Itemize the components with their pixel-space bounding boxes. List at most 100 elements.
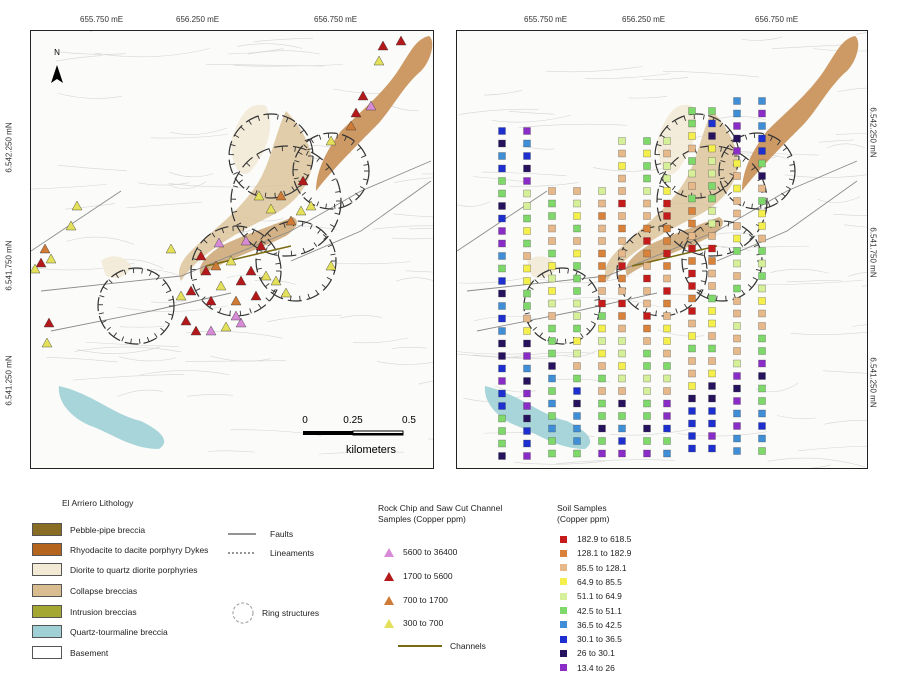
contour-line bbox=[55, 55, 103, 62]
soil-sample-marker bbox=[708, 382, 716, 390]
soil-sample-marker bbox=[598, 187, 606, 195]
ring-tick bbox=[299, 129, 305, 134]
soil-sample-marker bbox=[643, 324, 651, 333]
soil-range-label: 36.5 to 42.5 bbox=[577, 619, 622, 630]
rock-chip-marker bbox=[253, 190, 265, 201]
soil-sample-marker bbox=[523, 452, 531, 460]
lithology-legend-item: Basement bbox=[32, 646, 108, 659]
ring-tick bbox=[307, 148, 313, 151]
contour-line bbox=[388, 104, 419, 111]
ring-tick bbox=[313, 242, 318, 247]
ring-tick bbox=[700, 226, 704, 232]
ring-tick bbox=[164, 321, 170, 325]
ring-tick bbox=[627, 296, 632, 301]
soil-sample-marker bbox=[733, 322, 741, 330]
contour-line bbox=[657, 329, 705, 337]
soil-sample-marker bbox=[548, 374, 556, 383]
soil-sample-marker bbox=[733, 397, 741, 405]
rock-chip-marker bbox=[275, 190, 287, 201]
soil-sample-marker bbox=[548, 287, 556, 295]
soil-sample-marker bbox=[598, 362, 606, 370]
channels-legend-item: Channels bbox=[398, 641, 486, 651]
contour-line bbox=[836, 133, 867, 135]
contour-line bbox=[65, 203, 116, 210]
rock-chip-marker bbox=[240, 235, 252, 246]
ring-tick bbox=[674, 120, 678, 125]
soil-sample-marker bbox=[618, 424, 626, 433]
contour-line bbox=[753, 279, 864, 285]
ring-tick bbox=[303, 144, 308, 149]
soil-sample-marker bbox=[598, 437, 606, 445]
lithology-swatch bbox=[32, 605, 62, 618]
soil-sample-marker bbox=[498, 127, 506, 135]
ring-tick bbox=[276, 114, 279, 120]
soil-sample-marker bbox=[758, 259, 766, 268]
soil-sample-marker bbox=[733, 247, 741, 255]
lithology-label: Diorite to quartz diorite porphyries bbox=[70, 564, 198, 575]
contour-line bbox=[790, 331, 867, 335]
northing-label: 6.541.750 mN bbox=[868, 227, 878, 278]
lineaments-label: Lineaments bbox=[270, 548, 314, 558]
soil-sample-marker bbox=[618, 249, 626, 258]
ring-tick bbox=[268, 148, 271, 154]
ring-tick bbox=[275, 262, 281, 265]
soil-sample-marker bbox=[548, 224, 556, 233]
ring-tick bbox=[719, 122, 724, 128]
rock-chip-marker bbox=[220, 321, 232, 332]
square-marker-icon bbox=[560, 607, 567, 614]
lithology-swatch bbox=[32, 646, 62, 659]
ring-tick bbox=[316, 157, 321, 162]
ring-tick bbox=[233, 171, 238, 175]
easting-label: 656.250 mE bbox=[622, 15, 666, 24]
soil-sample-marker bbox=[573, 187, 581, 195]
ring-tick bbox=[580, 333, 584, 338]
ring-tick bbox=[656, 143, 662, 147]
contour-line bbox=[46, 356, 118, 363]
rock-chip-legend-item: 1700 to 5600 bbox=[384, 571, 453, 581]
soil-sample-marker bbox=[733, 197, 741, 205]
soil-sample-marker bbox=[663, 387, 671, 395]
soil-sample-marker bbox=[643, 212, 651, 220]
soil-sample-marker bbox=[663, 149, 671, 158]
ring-tick bbox=[666, 126, 671, 131]
soil-sample-marker bbox=[498, 327, 506, 335]
north-arrow-icon bbox=[51, 65, 57, 83]
soil-sample-marker bbox=[758, 409, 766, 418]
easting-label: 655.750 mE bbox=[524, 15, 568, 24]
soil-sample-marker bbox=[523, 314, 531, 323]
ring-tick bbox=[698, 289, 702, 294]
ring-tick bbox=[294, 146, 296, 152]
rock-chip-marker bbox=[213, 237, 225, 248]
soil-sample-marker bbox=[663, 399, 671, 408]
ring-tick bbox=[325, 166, 330, 171]
lithology-label: Collapse breccias bbox=[70, 585, 138, 596]
soil-range-label: 26 to 30.1 bbox=[577, 648, 615, 659]
contour-line bbox=[628, 96, 668, 99]
soil-sample-marker bbox=[643, 399, 651, 408]
ring-tick bbox=[770, 136, 773, 142]
soil-sample-marker bbox=[523, 364, 531, 373]
ring-tick bbox=[556, 338, 558, 344]
ring-tick bbox=[203, 239, 208, 244]
ring-tick bbox=[239, 310, 242, 316]
soil-sample-marker bbox=[708, 194, 716, 203]
contour-line bbox=[119, 326, 164, 328]
contour-line bbox=[474, 316, 541, 322]
soil-sample-marker bbox=[663, 324, 671, 333]
rock-chip-marker bbox=[377, 40, 389, 51]
soil-sample-marker bbox=[688, 144, 696, 153]
ring-tick bbox=[277, 250, 280, 256]
soil-sample-marker bbox=[758, 122, 766, 130]
contour-line bbox=[205, 63, 324, 67]
ring-tick bbox=[789, 163, 795, 166]
soil-sample-marker bbox=[618, 362, 626, 370]
soil-sample-marker bbox=[498, 177, 506, 185]
contour-line bbox=[676, 431, 768, 437]
triangle-marker-icon bbox=[384, 618, 394, 628]
ring-tick bbox=[749, 236, 754, 240]
rock-chip-marker bbox=[325, 135, 337, 146]
contour-line bbox=[592, 167, 670, 172]
square-marker-icon bbox=[560, 649, 567, 657]
soil-sample-marker bbox=[708, 307, 716, 315]
ring-tick bbox=[776, 140, 781, 146]
